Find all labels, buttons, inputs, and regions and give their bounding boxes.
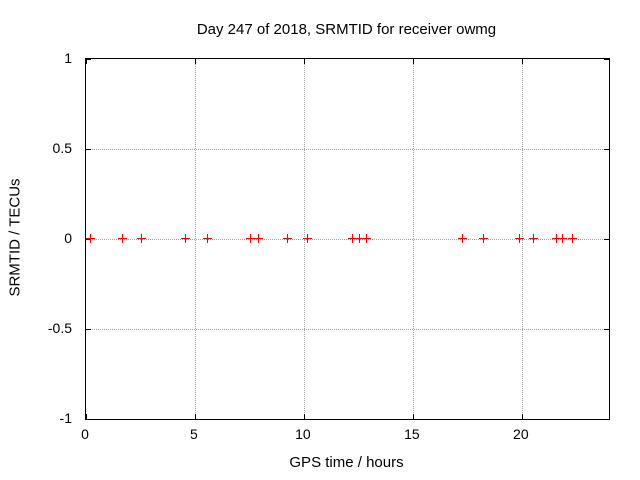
h-gridline (86, 149, 609, 150)
data-point-marker (283, 234, 292, 243)
y-tick-mark (86, 329, 91, 330)
y-tick-mark (86, 59, 91, 60)
x-tick-mark (412, 59, 414, 64)
data-point-marker (181, 234, 191, 243)
data-point-marker (354, 234, 364, 243)
x-tick-mark (412, 414, 414, 419)
y-tick-mark (604, 419, 609, 420)
x-tick-mark (303, 414, 305, 419)
data-point-marker (303, 234, 313, 243)
v-gridline (194, 59, 196, 419)
data-point-marker (203, 234, 213, 243)
x-tick-label: 15 (404, 426, 420, 442)
chart-title: Day 247 of 2018, SRMTID for receiver owm… (196, 21, 497, 38)
data-point-marker (347, 234, 357, 243)
y-tick-label: 0.5 (52, 140, 72, 156)
x-tick-label: 5 (190, 426, 198, 442)
y-tick-mark (86, 239, 91, 240)
data-point-marker (478, 234, 488, 243)
y-tick-mark (604, 59, 609, 60)
y-tick-mark (604, 149, 609, 150)
data-point-marker (245, 234, 255, 243)
y-tick-mark (604, 329, 609, 330)
v-gridline (412, 59, 414, 419)
data-point-marker (515, 234, 525, 243)
v-gridline (521, 59, 523, 419)
data-point-marker (254, 234, 264, 243)
h-gridline (86, 239, 609, 240)
data-point-marker (118, 234, 128, 243)
y-tick-label: 1 (64, 50, 72, 66)
data-point-marker (551, 234, 561, 243)
y-tick-mark (86, 149, 91, 150)
x-axis-label: GPS time / hours (289, 454, 404, 471)
data-point-marker (361, 234, 371, 243)
x-tick-mark (303, 59, 305, 64)
data-point-marker (529, 234, 539, 243)
x-tick-mark (86, 59, 87, 64)
data-point-marker (457, 234, 467, 243)
data-point-marker (86, 234, 95, 243)
x-tick-mark (86, 414, 87, 419)
x-tick-label: 10 (295, 426, 311, 442)
y-tick-label: 0 (64, 230, 72, 246)
x-tick-mark (521, 59, 523, 64)
y-tick-label: -0.5 (47, 320, 72, 336)
h-gridline (86, 329, 609, 330)
x-tick-mark (521, 414, 523, 419)
x-tick-label: 0 (81, 426, 89, 442)
x-tick-label: 20 (513, 426, 529, 442)
y-tick-mark (86, 419, 91, 420)
y-tick-label: -1 (59, 410, 72, 426)
data-point-marker (568, 234, 578, 243)
v-gridline (303, 59, 305, 419)
x-tick-mark (194, 414, 196, 419)
y-tick-mark (604, 239, 609, 240)
data-point-marker (558, 234, 568, 243)
plot-area (85, 58, 610, 420)
data-point-marker (137, 234, 146, 243)
x-tick-mark (194, 59, 196, 64)
y-axis-label: SRMTID / TECUs (6, 178, 24, 297)
